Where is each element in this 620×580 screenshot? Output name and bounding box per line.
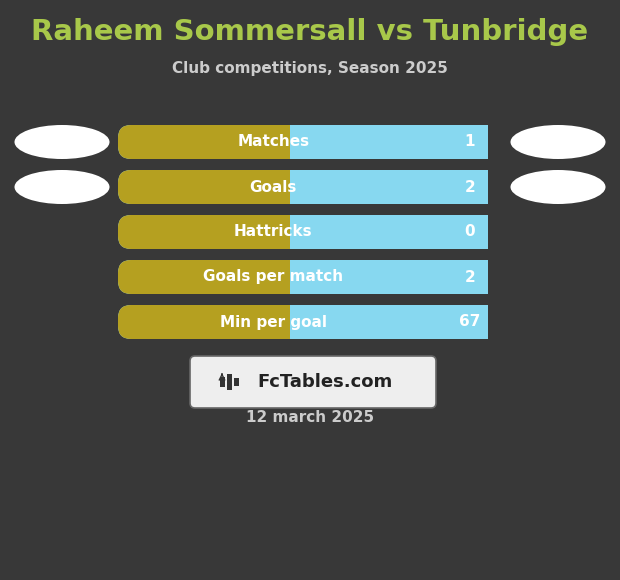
Bar [227, 374, 232, 390]
FancyBboxPatch shape [118, 305, 488, 339]
FancyBboxPatch shape [290, 305, 488, 339]
Bar [290, 305, 303, 339]
Text: 1: 1 [465, 135, 476, 150]
Text: Matches: Matches [237, 135, 309, 150]
Ellipse shape [510, 170, 606, 204]
Text: 2: 2 [464, 179, 476, 194]
FancyBboxPatch shape [118, 170, 488, 204]
Ellipse shape [14, 170, 110, 204]
Ellipse shape [510, 125, 606, 159]
Bar [303, 260, 488, 294]
Text: Goals: Goals [250, 179, 297, 194]
Text: Min per goal: Min per goal [220, 314, 327, 329]
Text: 0: 0 [464, 224, 476, 240]
Text: Club competitions, Season 2025: Club competitions, Season 2025 [172, 60, 448, 75]
FancyBboxPatch shape [290, 125, 488, 159]
Text: Raheem Sommersall vs Tunbridge: Raheem Sommersall vs Tunbridge [32, 18, 588, 46]
Bar [290, 125, 303, 159]
Bar [303, 170, 488, 204]
FancyBboxPatch shape [290, 170, 488, 204]
Bar [303, 125, 488, 159]
Bar [303, 305, 488, 339]
Text: 2: 2 [464, 270, 476, 285]
Text: Goals per match: Goals per match [203, 270, 343, 285]
FancyBboxPatch shape [118, 125, 488, 159]
Bar [290, 260, 303, 294]
Bar [303, 215, 488, 249]
FancyBboxPatch shape [290, 215, 488, 249]
FancyBboxPatch shape [290, 260, 488, 294]
Bar [220, 377, 225, 387]
Text: FcTables.com: FcTables.com [257, 373, 392, 391]
FancyBboxPatch shape [118, 260, 488, 294]
FancyBboxPatch shape [190, 356, 436, 408]
Ellipse shape [14, 125, 110, 159]
Bar [234, 378, 239, 386]
Bar [290, 215, 303, 249]
Bar [290, 170, 303, 204]
FancyBboxPatch shape [118, 170, 488, 204]
FancyBboxPatch shape [118, 215, 488, 249]
FancyBboxPatch shape [118, 260, 488, 294]
Text: Hattricks: Hattricks [234, 224, 312, 240]
Text: 67: 67 [459, 314, 481, 329]
FancyBboxPatch shape [118, 125, 488, 159]
FancyBboxPatch shape [118, 215, 488, 249]
Text: 12 march 2025: 12 march 2025 [246, 411, 374, 426]
FancyBboxPatch shape [118, 305, 488, 339]
